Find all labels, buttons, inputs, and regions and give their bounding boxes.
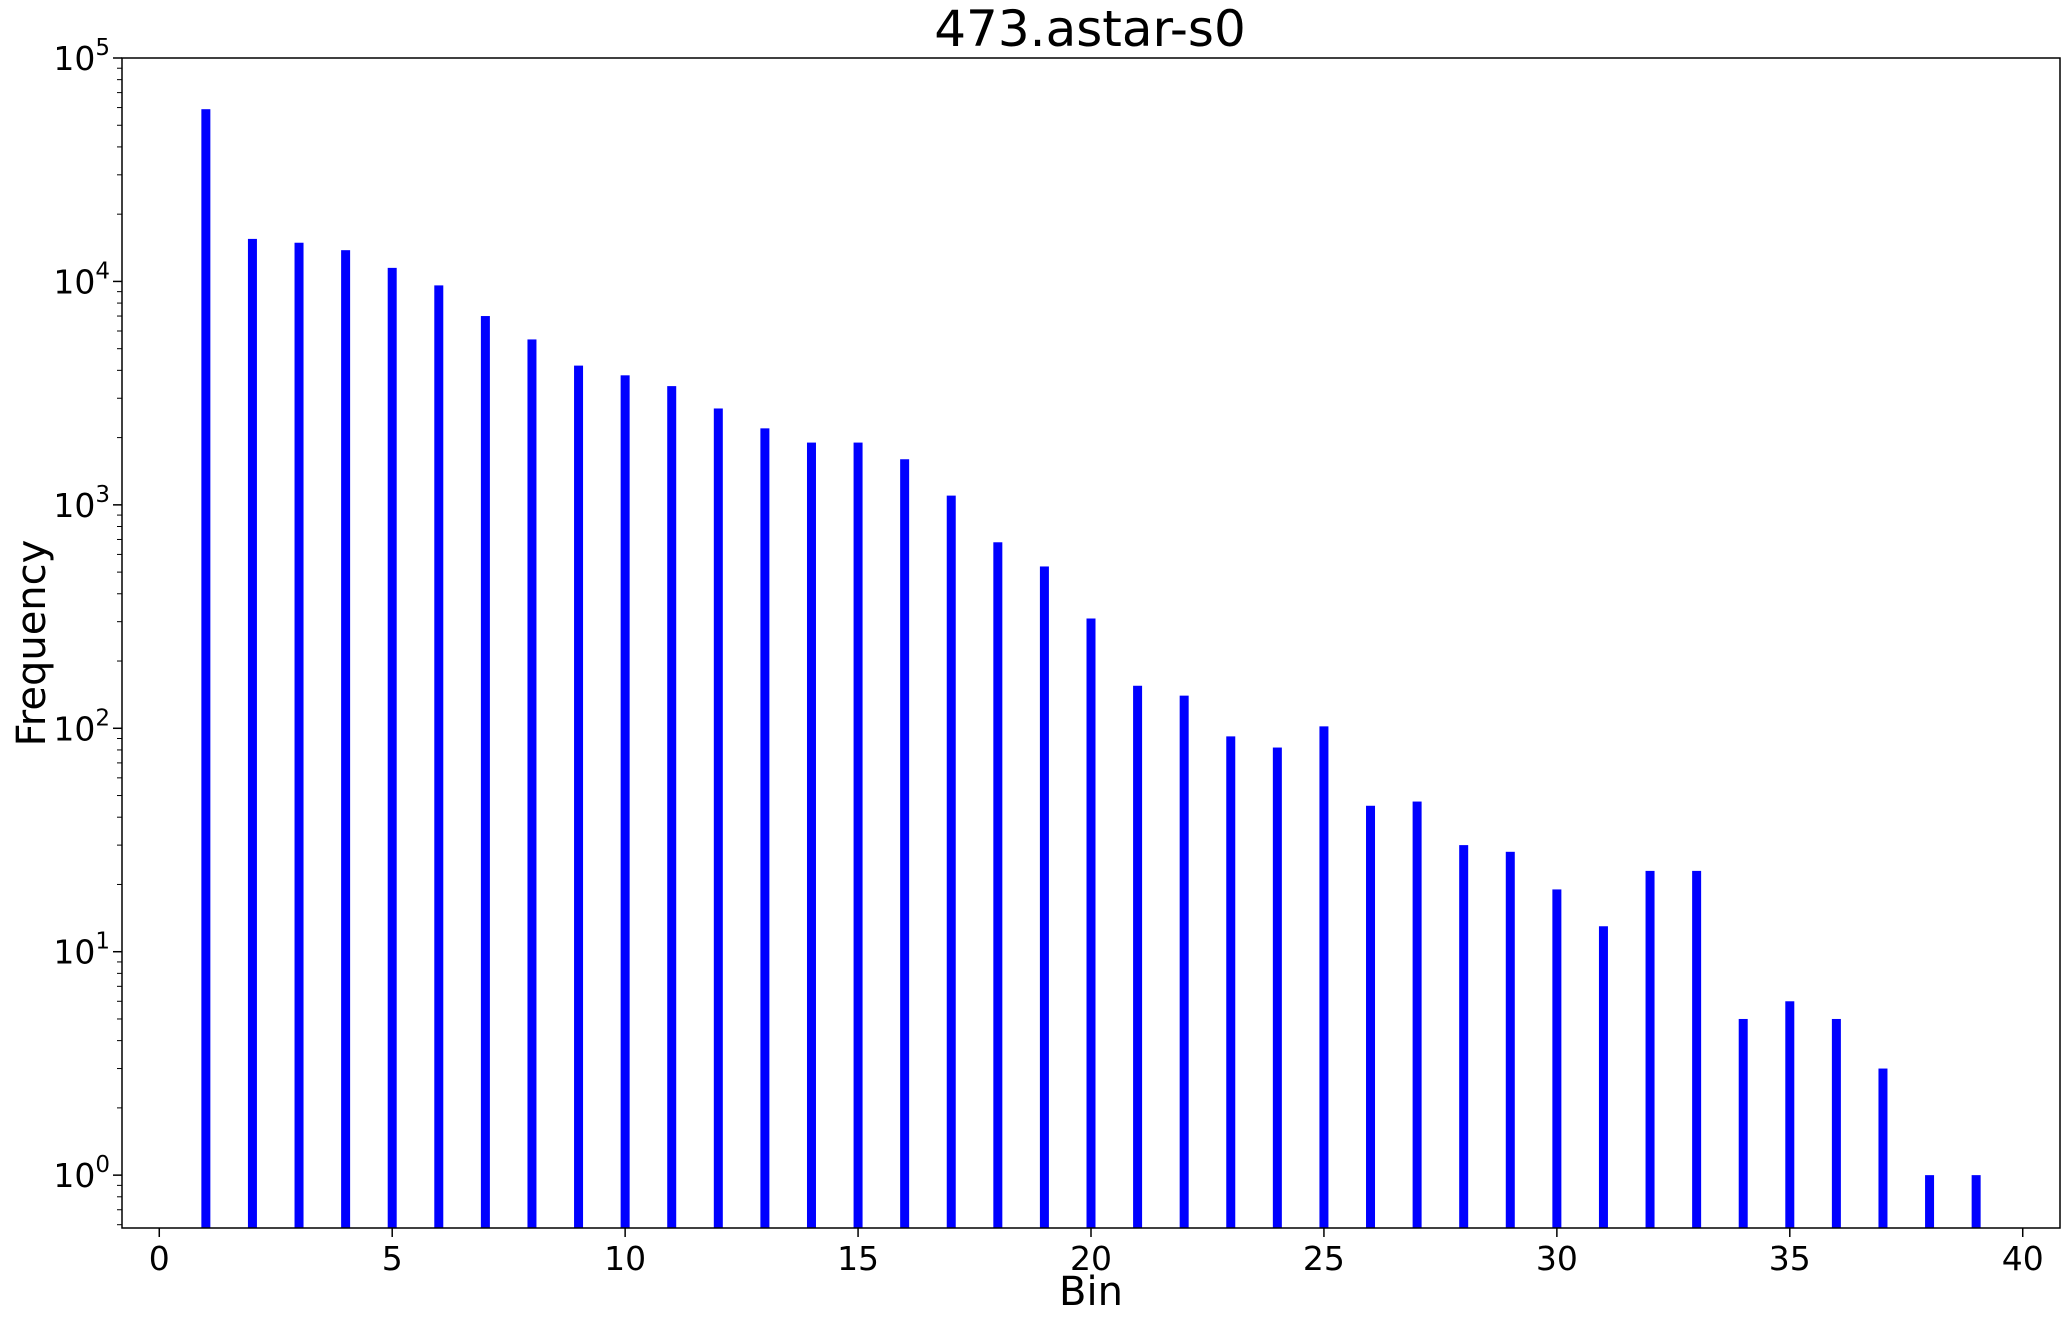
bar-4 (341, 250, 351, 1228)
x-tick-label: 25 (1303, 1239, 1345, 1278)
y-axis-label: Frequency (9, 540, 55, 747)
bar-31 (1598, 926, 1608, 1228)
bar-25 (1319, 726, 1329, 1228)
x-tick-label: 35 (1769, 1239, 1811, 1278)
bar-14 (806, 442, 816, 1229)
bar-23 (1226, 736, 1236, 1228)
bar-11 (667, 386, 677, 1228)
bar-30 (1552, 889, 1562, 1228)
x-tick-label: 10 (604, 1239, 646, 1278)
bars-group (201, 109, 1981, 1229)
bar-1 (201, 109, 211, 1229)
bar-7 (480, 316, 490, 1228)
y-tick-label: 101 (53, 929, 110, 972)
y-tick-label: 100 (53, 1152, 110, 1195)
bar-17 (946, 495, 956, 1228)
x-axis: 0 5 10 15 20 25 30 35 40 (149, 1228, 2044, 1278)
bar-34 (1738, 1018, 1748, 1228)
bar-9 (574, 365, 584, 1228)
bar-2 (247, 238, 257, 1228)
y-tick-label: 103 (53, 482, 110, 525)
bar-12 (713, 408, 723, 1229)
y-axis: 100 101 102 103 104 105 (53, 35, 122, 1226)
bar-32 (1645, 870, 1655, 1228)
y-tick-label: 104 (53, 258, 110, 301)
x-tick-label: 15 (837, 1239, 879, 1278)
x-tick-label: 30 (1536, 1239, 1578, 1278)
bar-38 (1925, 1175, 1935, 1228)
bar-28 (1459, 845, 1469, 1228)
x-axis-label: Bin (1059, 1269, 1123, 1315)
bar-27 (1412, 801, 1422, 1228)
bar-22 (1179, 695, 1189, 1228)
x-tick-label: 5 (382, 1239, 403, 1278)
bar-10 (620, 375, 630, 1228)
bar-39 (1971, 1175, 1981, 1228)
bar-5 (387, 267, 397, 1228)
bar-29 (1505, 851, 1515, 1228)
bar-20 (1086, 618, 1096, 1228)
chart-title: 473.astar-s0 (934, 0, 1246, 58)
bar-3 (294, 242, 304, 1229)
bar-6 (434, 285, 444, 1228)
x-tick-label: 0 (149, 1239, 170, 1278)
bar-21 (1133, 685, 1143, 1228)
bar-19 (1039, 566, 1049, 1228)
bar-16 (900, 459, 910, 1228)
y-tick-label: 102 (53, 705, 110, 748)
bar-18 (993, 542, 1003, 1228)
bar-33 (1692, 870, 1702, 1228)
bar-8 (527, 339, 537, 1228)
bar-24 (1272, 747, 1282, 1228)
bar-36 (1831, 1018, 1841, 1228)
y-tick-label: 105 (53, 35, 110, 78)
bar-35 (1785, 1001, 1795, 1228)
bar-15 (853, 442, 863, 1229)
bar-13 (760, 428, 770, 1229)
bar-26 (1366, 805, 1376, 1228)
x-tick-label: 40 (2002, 1239, 2044, 1278)
x-tick-label: 20 (1070, 1239, 1112, 1278)
bar-37 (1878, 1068, 1888, 1228)
